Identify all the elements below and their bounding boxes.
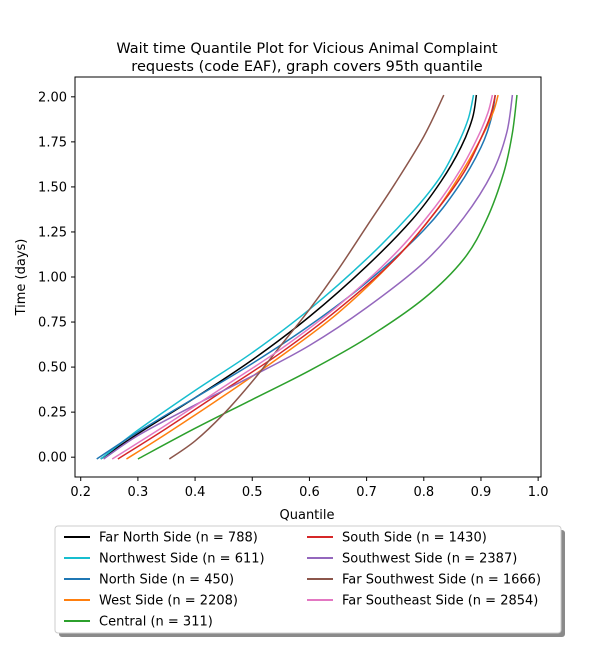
x-axis-ticks: 0.2 0.3 0.4 0.5 0.6 0.7 0.8 0.9 1.0 [70, 477, 548, 500]
y-tick-label: 2.00 [38, 90, 67, 105]
x-tick-label: 1.0 [528, 485, 549, 500]
series-line-4 [137, 94, 518, 460]
legend: Far North Side (n = 788) Northwest Side (… [64, 531, 541, 630]
y-axis-ticks: 0.00 0.25 0.50 0.75 1.00 1.25 1.50 1.75 2.00 [38, 90, 75, 466]
series-line-7 [168, 94, 445, 460]
series-layer [96, 94, 518, 460]
legend-entry-7: Far Southwest Side (n = 1666) [342, 573, 541, 588]
x-axis-label: Quantile [280, 508, 335, 523]
series-line-0 [100, 94, 478, 460]
y-tick-label: 0.50 [38, 361, 67, 376]
legend-entry-2: North Side (n = 450) [99, 573, 234, 588]
chart-title-line1: Wait time Quantile Plot for Vicious Anim… [116, 41, 498, 57]
series-line-2 [96, 94, 496, 460]
legend-entry-4: Central (n = 311) [99, 615, 213, 630]
x-tick-label: 0.8 [413, 485, 434, 500]
x-tick-label: 0.5 [242, 485, 263, 500]
y-axis-label: Time (days) [14, 239, 29, 317]
x-tick-label: 0.4 [185, 485, 206, 500]
series-line-5 [117, 94, 496, 460]
x-tick-label: 0.9 [471, 485, 492, 500]
legend-entry-0: Far North Side (n = 788) [99, 531, 258, 546]
y-tick-label: 1.25 [38, 225, 67, 240]
x-tick-label: 0.2 [70, 485, 91, 500]
plot-frame [74, 76, 542, 478]
y-tick-label: 0.75 [38, 316, 67, 331]
x-tick-label: 0.3 [128, 485, 149, 500]
y-tick-label: 1.50 [38, 180, 67, 195]
legend-entry-8: Far Southeast Side (n = 2854) [342, 594, 538, 609]
y-tick-label: 1.00 [38, 271, 67, 286]
legend-entry-5: South Side (n = 1430) [342, 531, 487, 546]
series-line-1 [100, 94, 475, 460]
y-tick-label: 1.75 [38, 135, 67, 150]
legend-entry-1: Northwest Side (n = 611) [99, 552, 265, 567]
legend-entry-6: Southwest Side (n = 2387) [342, 552, 517, 567]
series-line-6 [103, 94, 514, 460]
chart-title-line2: requests (code EAF), graph covers 95th q… [131, 59, 482, 75]
y-tick-label: 0.25 [38, 406, 67, 421]
x-tick-label: 0.7 [356, 485, 377, 500]
series-line-3 [126, 94, 499, 460]
legend-entry-3: West Side (n = 2208) [99, 594, 238, 609]
x-tick-label: 0.6 [299, 485, 320, 500]
series-line-8 [111, 94, 494, 460]
y-tick-label: 0.00 [38, 451, 67, 466]
